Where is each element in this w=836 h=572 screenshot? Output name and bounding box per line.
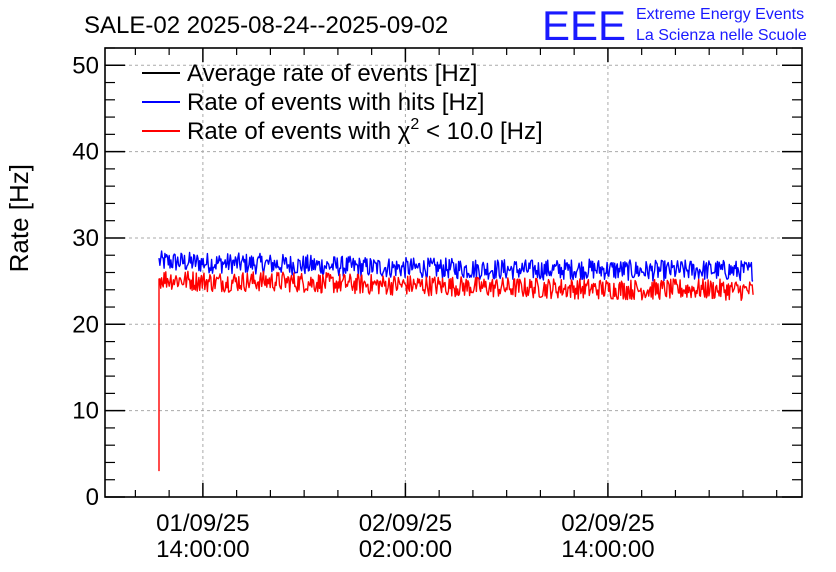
y-tick-label: 0: [86, 484, 99, 511]
legend-label-1: Rate of events with hits [Hz]: [187, 89, 484, 116]
eee-logo-line1: Extreme Energy Events: [636, 6, 804, 23]
series-layer: [158, 250, 754, 472]
y-tick-label: 30: [72, 225, 99, 252]
y-tick-label: 10: [72, 398, 99, 425]
x-tick-date: 01/09/25: [156, 510, 249, 537]
eee-logo-line2: La Scienza nelle Scuole: [636, 27, 807, 44]
eee-logo-mark: EEE: [542, 2, 626, 49]
chart-title: SALE-02 2025-08-24--2025-09-02: [84, 12, 448, 39]
series-line-2: [158, 270, 754, 472]
y-tick-label: 40: [72, 139, 99, 166]
eee-logo: EEE Extreme Energy Events La Scienza nel…: [542, 2, 807, 49]
y-tick-label: 20: [72, 311, 99, 338]
axis-ticks: 0102030405001/09/2514:00:0002/09/2502:00…: [72, 47, 802, 563]
grid: [105, 48, 802, 497]
x-tick-date: 02/09/25: [359, 510, 452, 537]
legend: Average rate of events [Hz]Rate of event…: [142, 60, 543, 145]
x-tick-time: 02:00:00: [359, 536, 452, 563]
x-tick-time: 14:00:00: [561, 536, 654, 563]
y-tick-label: 50: [72, 52, 99, 79]
x-tick-time: 14:00:00: [156, 536, 249, 563]
series-line-1: [158, 250, 754, 282]
legend-label-2: Rate of events with χ2 < 10.0 [Hz]: [187, 116, 543, 145]
legend-label-0: Average rate of events [Hz]: [187, 60, 477, 87]
y-axis-label: Rate [Hz]: [4, 164, 34, 272]
x-tick-date: 02/09/25: [561, 510, 654, 537]
